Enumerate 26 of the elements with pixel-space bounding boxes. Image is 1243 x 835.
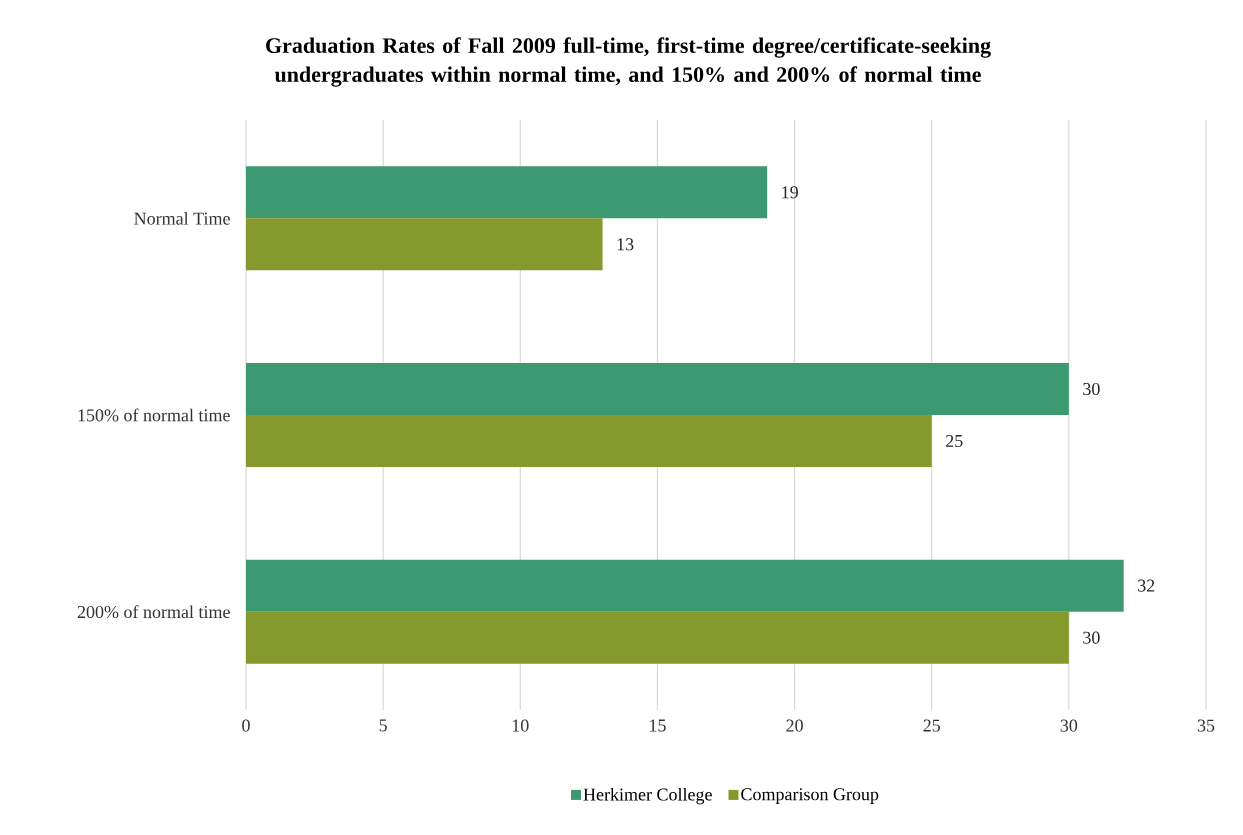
- x-tick-label: 15: [650, 719, 666, 732]
- bar: [246, 559, 1124, 612]
- y-tick-label: 150% of normal time: [78, 408, 230, 422]
- x-tick-label: 35: [1197, 719, 1215, 732]
- legend-label: Comparison Group: [741, 788, 879, 804]
- x-tick-label: 0: [242, 719, 250, 732]
- data-label: 30: [1083, 631, 1100, 644]
- x-tick-label: 5: [379, 719, 387, 732]
- bar: [246, 363, 1069, 415]
- x-tick-label: 20: [786, 719, 803, 732]
- data-label: 19: [782, 186, 798, 199]
- bar: [246, 166, 768, 219]
- data-label: 13: [617, 238, 634, 251]
- bar: [246, 218, 603, 271]
- bar: [246, 415, 932, 467]
- y-tick-label: 200% of normal time: [77, 605, 230, 619]
- x-tick-label: 30: [1060, 719, 1078, 732]
- legend-label: Herkimer College: [583, 787, 712, 805]
- chart-title: Graduation Rates of Fall 2009 full-time, first-time degree/certificate-seeking undergraduates within normal time, and 150% and 200% of normal time: [266, 37, 991, 87]
- x-tick-label: 25: [923, 719, 941, 732]
- bar: [246, 611, 1069, 664]
- data-label: 25: [946, 434, 963, 448]
- y-tick-label: Normal Time: [134, 211, 230, 225]
- data-label: 32: [1138, 579, 1155, 592]
- data-label: 30: [1083, 382, 1100, 396]
- x-tick-label: 10: [512, 719, 529, 732]
